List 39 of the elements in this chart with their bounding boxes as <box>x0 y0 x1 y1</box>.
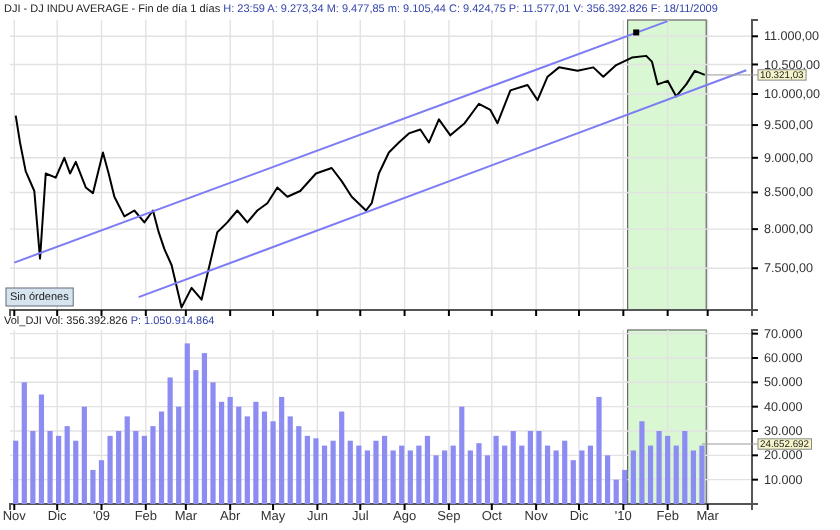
bar <box>184 343 190 504</box>
bar <box>493 435 499 504</box>
bar <box>356 445 362 504</box>
bar <box>424 435 431 504</box>
bar <box>313 438 319 504</box>
bar <box>536 430 542 504</box>
bar <box>64 426 70 504</box>
bar <box>21 382 27 504</box>
bar <box>656 430 662 504</box>
bar <box>416 445 422 504</box>
bar <box>682 430 688 504</box>
bar <box>562 440 568 504</box>
bar <box>124 416 130 504</box>
bar <box>38 394 45 504</box>
bar <box>459 406 465 504</box>
bar <box>227 396 233 504</box>
bar <box>201 353 208 504</box>
bar <box>407 450 413 504</box>
bar <box>510 430 516 504</box>
bar <box>347 440 353 504</box>
bar <box>579 450 585 504</box>
bar <box>321 445 328 504</box>
bar <box>381 435 388 504</box>
bar <box>339 411 345 504</box>
bar <box>107 435 113 504</box>
bar <box>13 440 19 504</box>
line-series <box>14 54 706 309</box>
bar <box>699 445 705 504</box>
bar <box>253 401 259 504</box>
bar <box>639 421 645 504</box>
bar <box>476 443 482 504</box>
bar <box>287 416 293 504</box>
bar <box>596 396 602 504</box>
bar <box>390 450 396 504</box>
bar <box>399 445 405 504</box>
bar <box>167 377 173 504</box>
bar <box>373 440 379 504</box>
bar <box>158 411 165 504</box>
bar <box>622 469 628 504</box>
